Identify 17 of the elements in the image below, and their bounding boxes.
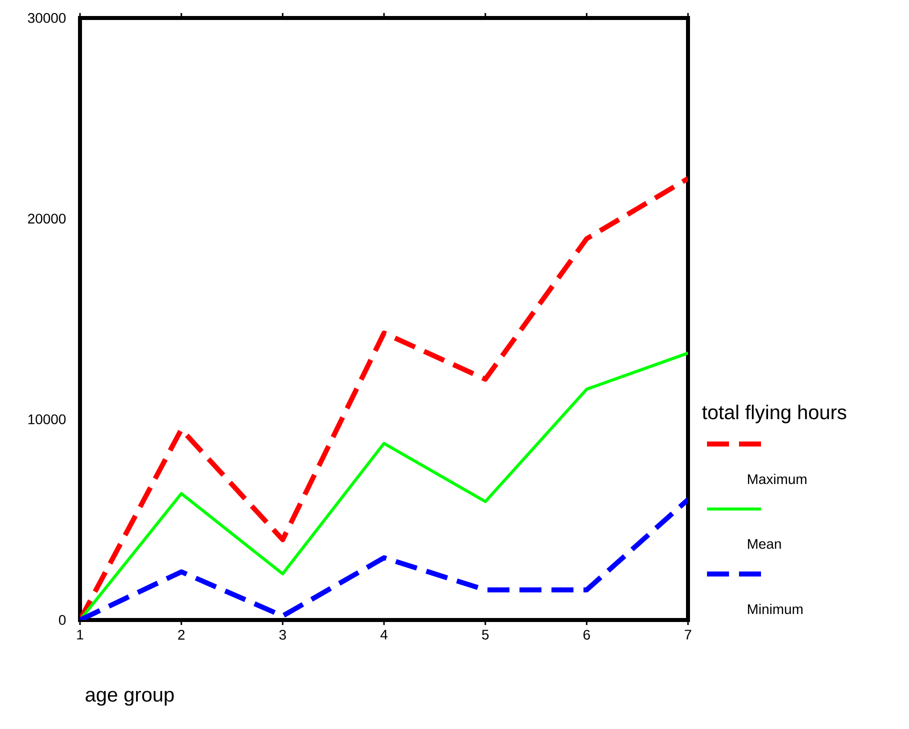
y-tick-label: 0 bbox=[58, 615, 66, 625]
y-tick-label: 20000 bbox=[28, 214, 66, 224]
x-tick-label: 1 bbox=[77, 630, 84, 640]
text: Maximum bbox=[748, 474, 806, 484]
y-tick-label: 10000 bbox=[28, 414, 66, 424]
x-axis-title: age group bbox=[86, 690, 174, 706]
legend-title: total flying hours bbox=[702, 404, 846, 424]
x-tick-label: 7 bbox=[684, 630, 692, 640]
x-tick-label: 4 bbox=[380, 630, 388, 640]
x-tick-label: 5 bbox=[482, 630, 489, 640]
x-tick-label: 6 bbox=[583, 630, 590, 640]
x-tick-label: 2 bbox=[178, 630, 185, 640]
text: Mean bbox=[748, 539, 781, 549]
x-tick-label: 3 bbox=[279, 630, 286, 640]
y-tick-label: 30000 bbox=[28, 13, 66, 23]
line-series bbox=[80, 352, 688, 620]
text: Minimum bbox=[748, 604, 802, 614]
